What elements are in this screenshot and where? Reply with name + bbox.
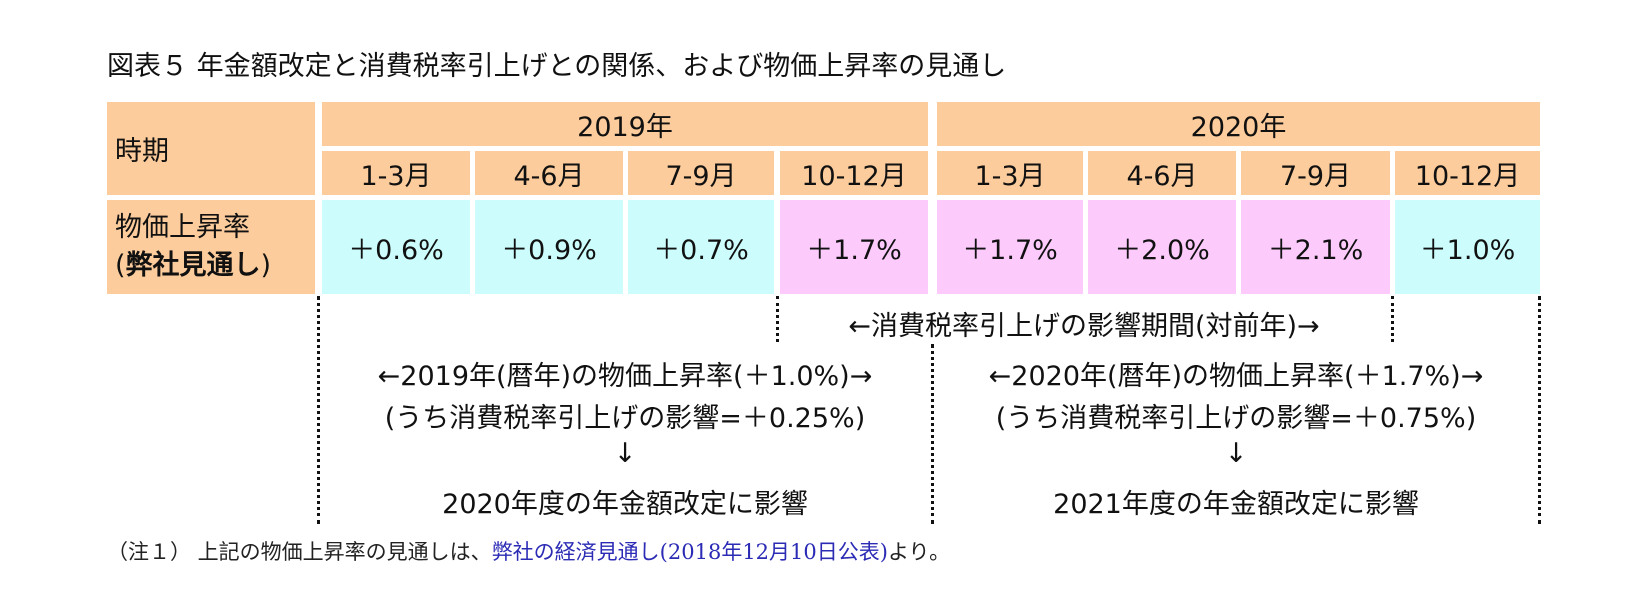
annual-inflation-2020: ←2020年(暦年)の物価上昇率(＋1.7%)→ bbox=[988, 361, 1484, 392]
quarter-label: 10-12月 bbox=[801, 160, 907, 192]
quarter-header: 7-9月 bbox=[1241, 151, 1390, 195]
paren-close: ) bbox=[260, 250, 272, 281]
footnote-suffix: より。 bbox=[887, 540, 951, 564]
value-text: ＋2.0% bbox=[1114, 234, 1210, 266]
down-arrow-icon: ↓ bbox=[613, 438, 637, 469]
quarter-header: 1-3月 bbox=[322, 151, 470, 195]
pension-revision-2020: 2020年度の年金額改定に影響 bbox=[442, 489, 808, 520]
footnote-prefix: （注１） 上記の物価上昇率の見通しは、 bbox=[107, 540, 492, 564]
year-header-2019: 2019年 bbox=[322, 102, 928, 146]
value-text: ＋1.0% bbox=[1419, 234, 1516, 266]
quarter-header: 4-6月 bbox=[1088, 151, 1236, 195]
inflation-value: ＋0.6% bbox=[322, 200, 470, 294]
inflation-row-label: 物価上昇率 (弊社見通し) bbox=[107, 200, 315, 294]
quarter-label: 4-6月 bbox=[513, 160, 585, 192]
tax-effect-2020: (うち消費税率引上げの影響=＋0.75%) bbox=[995, 403, 1477, 434]
pension-revision-2021: 2021年度の年金額改定に影響 bbox=[1053, 489, 1419, 520]
inflation-value-tax-affected: ＋2.0% bbox=[1088, 200, 1236, 294]
inflation-value-tax-affected: ＋2.1% bbox=[1241, 200, 1390, 294]
value-text: ＋0.7% bbox=[653, 234, 749, 266]
footnote: （注１） 上記の物価上昇率の見通しは、弊社の経済見通し(2018年12月10日公… bbox=[107, 536, 950, 566]
period-label-text: 時期 bbox=[115, 136, 169, 167]
quarter-label: 7-9月 bbox=[665, 160, 737, 192]
year-label: 2020年 bbox=[1190, 111, 1287, 143]
period-label: 時期 bbox=[107, 102, 315, 195]
quarter-label: 4-6月 bbox=[1126, 160, 1198, 192]
figure-title: 図表５ 年金額改定と消費税率引上げとの関係、および物価上昇率の見通し bbox=[107, 51, 1007, 82]
inflation-value: ＋0.9% bbox=[475, 200, 623, 294]
inflation-value-tax-affected: ＋1.7% bbox=[937, 200, 1083, 294]
quarter-label: 1-3月 bbox=[360, 160, 432, 192]
annual-inflation-2019: ←2019年(暦年)の物価上昇率(＋1.0%)→ bbox=[377, 361, 873, 392]
dotted-divider bbox=[931, 344, 934, 524]
quarter-header: 10-12月 bbox=[1395, 151, 1540, 195]
year-header-2020: 2020年 bbox=[937, 102, 1540, 146]
dotted-divider bbox=[776, 296, 779, 342]
footnote-source-link[interactable]: 弊社の経済見通し(2018年12月10日公表) bbox=[491, 540, 888, 564]
value-text: ＋1.7% bbox=[806, 234, 902, 266]
quarter-label: 1-3月 bbox=[974, 160, 1046, 192]
inflation-value: ＋1.0% bbox=[1395, 200, 1540, 294]
row-label-line2: (弊社見通し) bbox=[115, 247, 271, 285]
value-text: ＋0.6% bbox=[348, 234, 444, 266]
quarter-header: 7-9月 bbox=[628, 151, 774, 195]
dotted-divider bbox=[317, 296, 320, 524]
quarter-header: 4-6月 bbox=[475, 151, 623, 195]
quarter-header: 1-3月 bbox=[937, 151, 1083, 195]
dotted-divider bbox=[1391, 296, 1394, 342]
tax-impact-period: ←消費税率引上げの影響期間(対前年)→ bbox=[848, 311, 1320, 342]
paren-open: ( bbox=[115, 250, 126, 281]
quarter-header: 10-12月 bbox=[780, 151, 928, 195]
down-arrow-icon: ↓ bbox=[1224, 438, 1248, 469]
value-text: ＋2.1% bbox=[1267, 234, 1364, 266]
inflation-value-tax-affected: ＋1.7% bbox=[780, 200, 928, 294]
forecast-source: 弊社見通し bbox=[125, 250, 261, 281]
inflation-value: ＋0.7% bbox=[628, 200, 774, 294]
year-label: 2019年 bbox=[577, 111, 673, 143]
quarter-label: 7-9月 bbox=[1279, 160, 1352, 192]
value-text: ＋0.9% bbox=[501, 234, 597, 266]
quarter-label: 10-12月 bbox=[1414, 160, 1521, 192]
dotted-divider bbox=[1538, 296, 1541, 524]
tax-effect-2019: (うち消費税率引上げの影響=＋0.25%) bbox=[384, 403, 866, 434]
value-text: ＋1.7% bbox=[962, 234, 1058, 266]
row-label-line1: 物価上昇率 bbox=[115, 212, 250, 243]
